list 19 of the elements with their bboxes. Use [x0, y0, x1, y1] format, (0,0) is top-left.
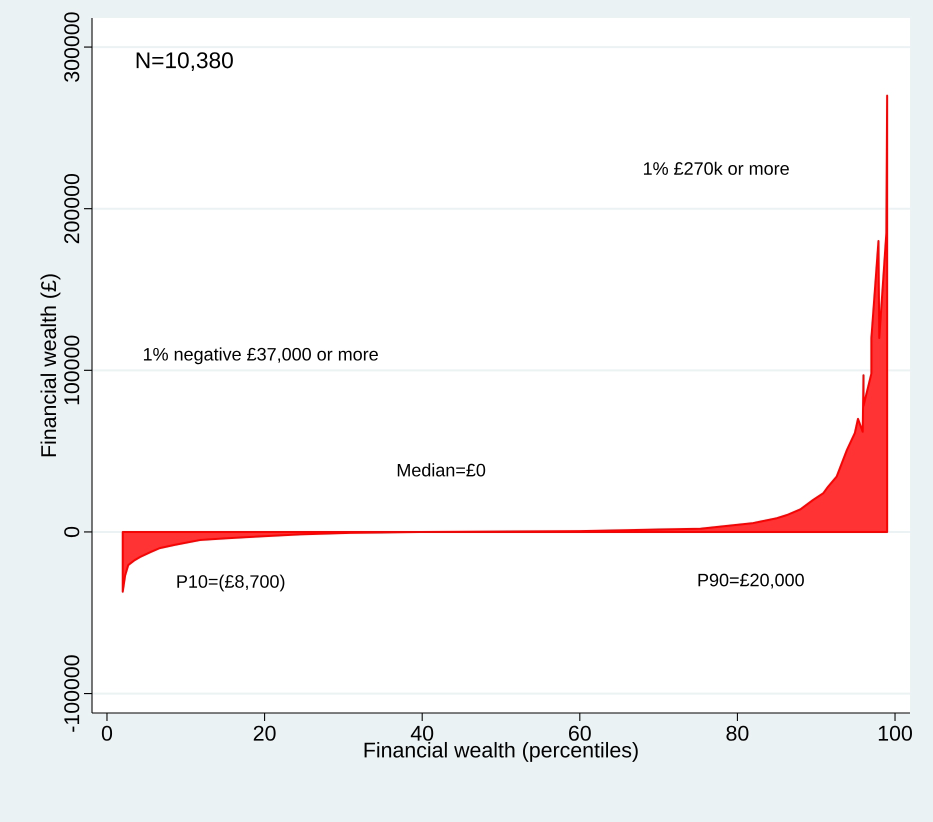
y-tick-label: 300000 — [64, 12, 80, 82]
y-tick-label: 100000 — [64, 336, 80, 404]
x-tick-label: 40 — [410, 726, 434, 741]
annotation: 1% negative £37,000 or more — [144, 347, 378, 364]
x-tick-label: 80 — [726, 726, 748, 741]
x-tick-label: 60 — [569, 726, 591, 741]
x-axis-title: Financial wealth (percentiles) — [364, 742, 638, 762]
y-tick-label: 200000 — [64, 174, 80, 244]
x-tick-label: 0 — [102, 726, 112, 741]
annotation: P10=(£8,700) — [177, 574, 284, 592]
annotation: Median=£0 — [398, 463, 486, 477]
y-axis-title: Financial wealth (£) — [40, 274, 60, 456]
y-tick-label: -100000 — [64, 655, 80, 732]
y-tick-label: 0 — [64, 526, 80, 538]
annotation: N=10,380 — [136, 52, 233, 72]
annotation: 1% £270k or more — [644, 162, 789, 175]
x-tick-label: 20 — [254, 726, 276, 741]
x-tick-label: 100 — [878, 726, 912, 741]
annotation: P90=£20,000 — [698, 574, 804, 589]
